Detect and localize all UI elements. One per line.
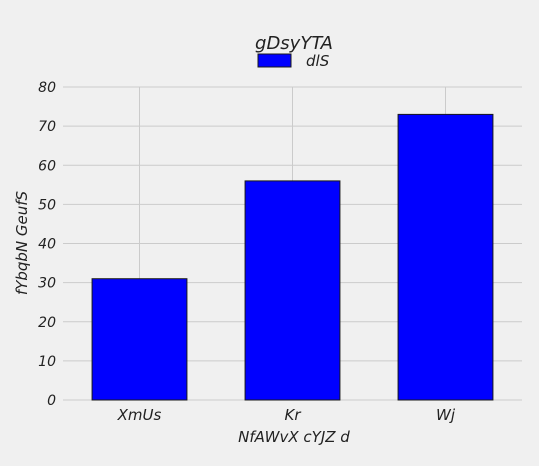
legend: dlS	[257, 52, 330, 70]
y-tick-label: 70	[38, 119, 56, 135]
y-tick-label: 30	[38, 276, 56, 292]
y-tick-label: 80	[38, 80, 56, 96]
x-tick-label: Kr	[284, 406, 301, 424]
x-tick-label: Wj	[436, 406, 456, 424]
legend-swatch	[257, 53, 292, 68]
bar-kr	[244, 180, 341, 401]
x-tick-label: XmUs	[117, 406, 162, 424]
chart-title: gDsyYTA	[255, 33, 333, 54]
bars	[91, 113, 494, 401]
legend-label: dlS	[306, 52, 330, 70]
x-axis-ticks: XmUs Kr Wj	[117, 406, 456, 424]
y-axis-label: fYbqbN GeufS	[13, 190, 31, 295]
y-tick-label: 50	[38, 197, 56, 213]
y-tick-label: 60	[38, 158, 56, 174]
x-axis-label: NfAWvX cYJZ d	[238, 428, 350, 446]
y-tick-label: 20	[38, 315, 56, 331]
y-tick-label: 0	[47, 393, 56, 409]
y-axis-ticks: 0 10 20 30 40 50 60 70 80	[38, 80, 56, 409]
y-tick-label: 10	[38, 354, 56, 370]
bar-xmus	[91, 278, 188, 401]
bar-wj	[397, 113, 494, 401]
y-tick-label: 40	[38, 237, 56, 253]
